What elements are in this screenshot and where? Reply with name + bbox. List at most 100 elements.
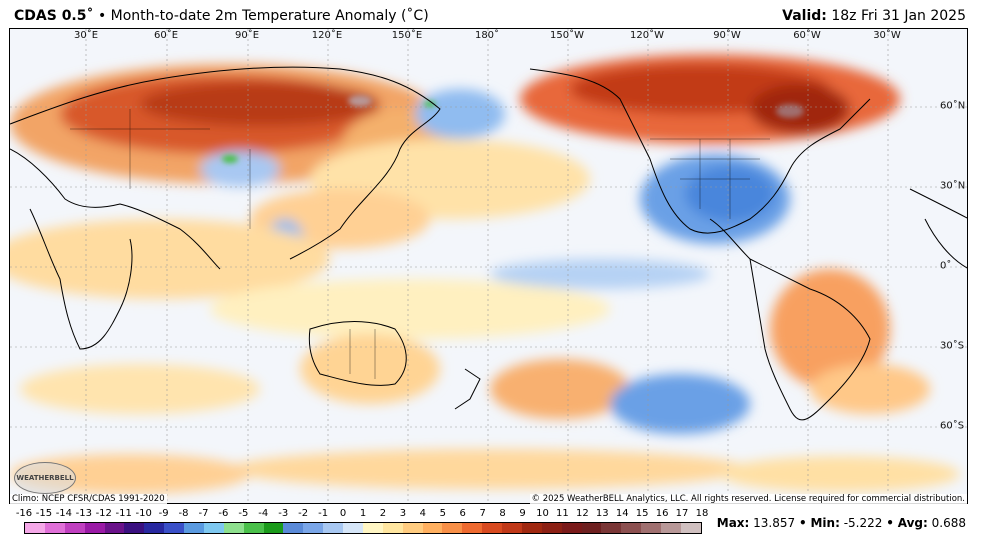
colorbar-tick-label: 14	[615, 508, 629, 519]
colorbar-swatch	[462, 523, 483, 533]
colorbar-swatch	[124, 523, 145, 533]
colorbar-tick-label: -8	[178, 508, 189, 519]
colorbar-swatch	[323, 523, 343, 533]
max-label: Max:	[716, 516, 750, 530]
colorbar-swatch	[442, 523, 463, 533]
colorbar-tick-label: -12	[95, 508, 112, 519]
colorbar-swatch	[303, 523, 324, 533]
colorbar-tick-label: -3	[278, 508, 289, 519]
colorbar-tick-label: -9	[158, 508, 169, 519]
weatherbell-logo: WEATHERBELL	[14, 462, 76, 494]
colorbar-swatch	[561, 523, 582, 533]
separator: •	[886, 516, 894, 530]
lon-label: 90˚W	[713, 30, 741, 41]
lon-label: 150˚E	[391, 30, 423, 41]
colorbar-swatch	[263, 523, 284, 533]
lon-label: 30˚E	[73, 30, 99, 41]
colorbar-tick-label: 5	[439, 508, 446, 519]
colorbar-tick-label: 2	[379, 508, 387, 519]
colorbar-tick-label: 16	[655, 508, 669, 519]
colorbar-tick-label: 17	[675, 508, 689, 519]
stats-summary: Max: 13.857 • Min: -5.222 • Avg: 0.688	[717, 516, 966, 530]
colorbar-tick-label: 12	[575, 508, 589, 519]
colorbar-tick-label: -4	[258, 508, 269, 519]
temperature-anomaly-map	[9, 28, 968, 504]
max-value: 13.857	[753, 516, 796, 530]
colorbar-swatch	[382, 523, 403, 533]
colorbar-swatch	[482, 523, 502, 533]
colorbar-swatch	[25, 523, 45, 533]
colorbar-swatch	[422, 523, 443, 533]
colorbar-swatch	[64, 523, 85, 533]
colorbar-tick-label: -13	[75, 508, 92, 519]
map-title-text: • Month-to-date 2m Temperature Anomaly (…	[97, 8, 429, 24]
colorbar-tick-label: -14	[55, 508, 73, 519]
valid-label: Valid:	[782, 8, 827, 24]
colorbar-swatch	[641, 523, 661, 533]
colorbar-swatch	[164, 523, 184, 533]
colorbar-tick-label: 0	[339, 508, 347, 519]
colorbar-tick-label: -11	[115, 508, 132, 519]
colorbar-swatch	[343, 523, 363, 533]
colorbar-tick-label: -16	[15, 508, 33, 519]
colorbar-tick-label: -10	[135, 508, 152, 519]
colorbar-swatch	[223, 523, 244, 533]
lat-label: 30˚S	[940, 340, 965, 352]
product-name: CDAS 0.5˚	[14, 8, 94, 24]
colorbar-ticks: -16 -15 -14 -13 -12 -11 -10 -9 -8 -7 -6 -5 -4 -3 -2 -1 0…	[16, 508, 709, 520]
min-value: -5.222	[843, 516, 883, 530]
valid-time-value: 18z Fri 31 Jan 2025	[831, 8, 966, 24]
separator: •	[798, 516, 807, 530]
colorbar-swatch	[581, 523, 602, 533]
colorbar-tick-label: -2	[298, 508, 309, 519]
climo-note: Climo: NCEP CFSR/CDAS 1991-2020	[10, 494, 167, 504]
lon-label: 120˚W	[630, 30, 664, 41]
colorbar-tick-label: -1	[318, 508, 329, 519]
lon-label: 180˚	[474, 30, 500, 41]
avg-value: 0.688	[931, 516, 966, 530]
colorbar-tick-label: -6	[218, 508, 229, 519]
copyright-note: © 2025 WeatherBELL Analytics, LLC. All r…	[529, 494, 967, 504]
colorbar-swatch	[104, 523, 125, 533]
colorbar-swatch	[661, 523, 681, 533]
colorbar-tick-label: 1	[359, 508, 367, 519]
colorbar-swatch	[203, 523, 224, 533]
colorbar	[24, 522, 702, 534]
colorbar-swatch	[283, 523, 304, 533]
colorbar-tick-label: 10	[536, 508, 549, 519]
colorbar-tick-label: -5	[238, 508, 249, 519]
lon-label: 150˚W	[550, 30, 584, 41]
lon-label: 60˚W	[793, 30, 821, 41]
colorbar-swatch	[84, 523, 105, 533]
avg-label: Avg:	[897, 516, 928, 530]
colorbar-swatch	[621, 523, 642, 533]
colorbar-tick-label: 8	[499, 508, 506, 519]
lon-label: 120˚E	[311, 30, 343, 41]
colorbar-tick-label: 18	[695, 508, 709, 519]
colorbar-tick-label: -7	[198, 508, 209, 519]
lat-label: 30˚N	[940, 180, 966, 192]
colorbar-swatch	[44, 523, 65, 533]
colorbar-tick-label: 11	[556, 508, 569, 519]
colorbar-tick-label: 4	[419, 508, 426, 519]
lat-label: 60˚S	[940, 420, 965, 432]
colorbar-tick-label: 3	[399, 508, 407, 519]
colorbar-tick-label: 9	[519, 508, 526, 519]
colorbar-swatch	[521, 523, 542, 533]
colorbar-tick-label: 15	[635, 508, 649, 519]
colorbar-tick-label: 7	[479, 508, 486, 519]
map-title: CDAS 0.5˚ • Month-to-date 2m Temperature…	[14, 8, 429, 24]
colorbar-swatch	[680, 523, 701, 533]
colorbar-swatch	[502, 523, 522, 533]
colorbar-tick-label: 13	[595, 508, 609, 519]
colorbar-swatch	[362, 523, 383, 533]
colorbar-swatch	[184, 523, 204, 533]
lon-label: 90˚E	[234, 30, 260, 41]
min-label: Min:	[810, 516, 840, 530]
colorbar-swatch	[144, 523, 165, 533]
lon-label: 60˚E	[153, 30, 179, 41]
colorbar-tick-label: -15	[35, 508, 53, 519]
colorbar-tick-label: 6	[459, 508, 466, 519]
colorbar-swatch	[601, 523, 622, 533]
lat-label: 0˚	[940, 260, 952, 272]
